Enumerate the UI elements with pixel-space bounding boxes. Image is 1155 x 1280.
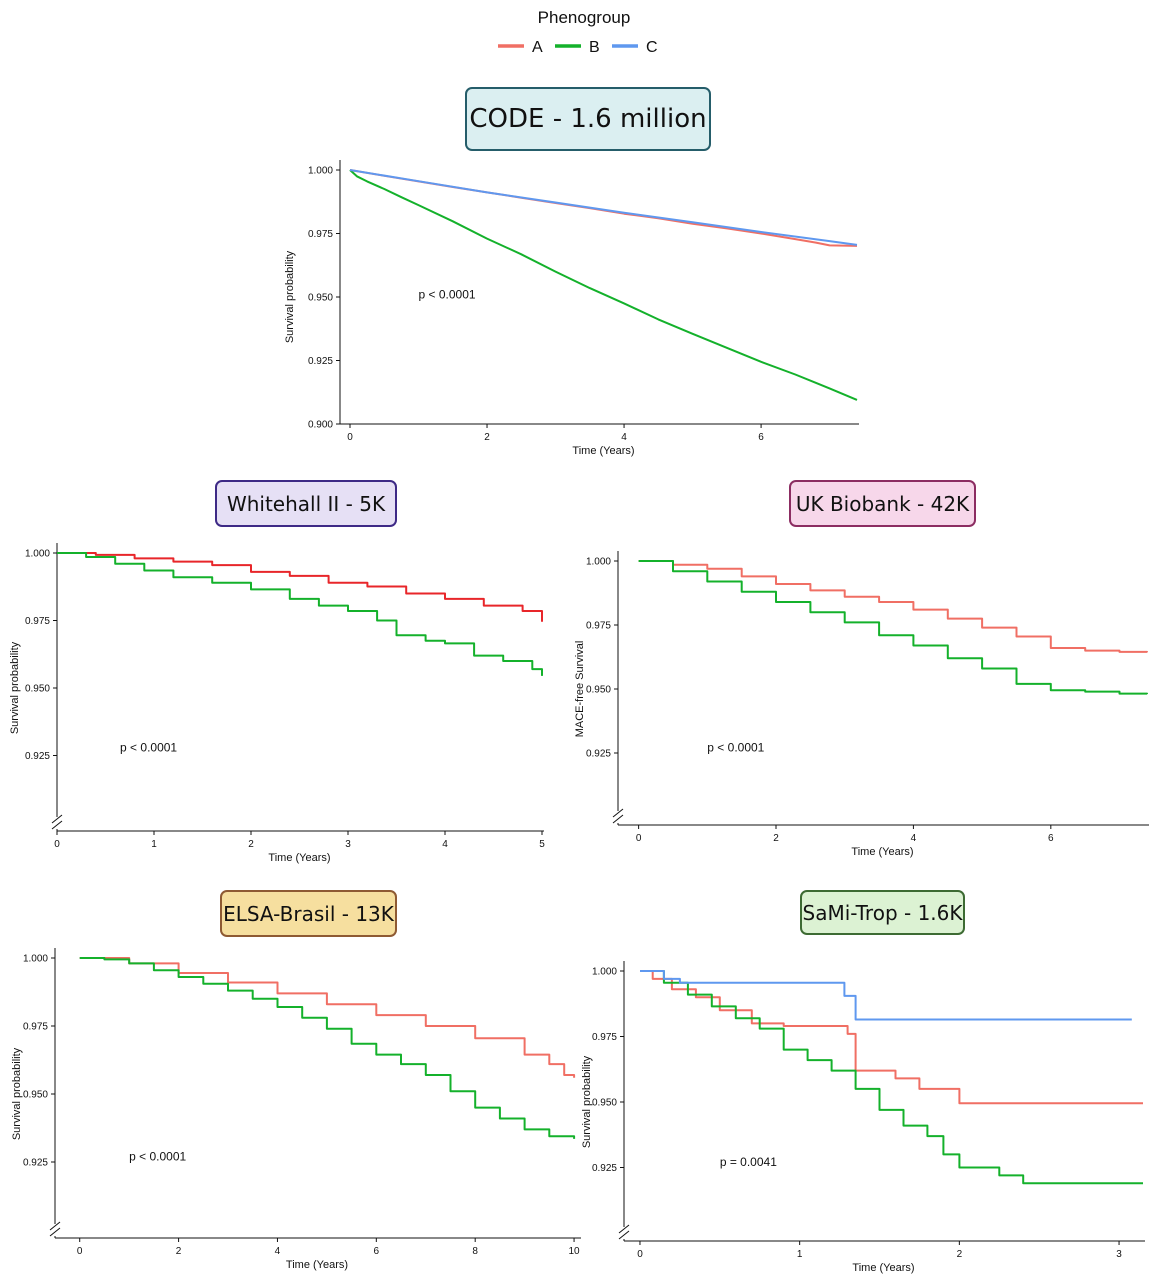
- ukbiobank-y-tick-label: 0.950: [586, 685, 611, 696]
- whitehall-y-tick-label: 0.950: [25, 684, 50, 695]
- samitrop-x-axis-label: Time (Years): [852, 1262, 914, 1274]
- samitrop-x-tick-label: 2: [957, 1249, 963, 1260]
- code-panel-title: CODE - 1.6 million: [465, 87, 711, 151]
- legend-label-a: A: [532, 39, 543, 56]
- legend-title: Phenogroup: [538, 8, 631, 27]
- samitrop-y-axis-label: Survival probability: [581, 1055, 593, 1148]
- code-y-tick-label: 0.925: [308, 356, 333, 367]
- elsa-axis-break-mark-2: [49, 1227, 61, 1237]
- whitehall-panel-title: Whitehall II - 5K: [215, 480, 397, 527]
- samitrop-x-tick-label: 1: [797, 1249, 803, 1260]
- elsa-x-tick-label: 4: [275, 1246, 281, 1257]
- whitehall-x-tick-label: 3: [345, 839, 351, 850]
- whitehall-series-line-b: [57, 552, 543, 676]
- elsa-y-axis-label: Survival probability: [11, 1047, 23, 1140]
- ukbiobank-axis-break-mark-2: [612, 814, 624, 824]
- ukbiobank-x-tick-label: 4: [911, 833, 917, 844]
- elsa-axis-break-mark-1: [49, 1221, 61, 1231]
- phenogroup-legend: Phenogroup A B C: [498, 8, 658, 56]
- elsa-x-tick-label: 2: [176, 1246, 182, 1257]
- ukbiobank-panel-title: UK Biobank - 42K: [789, 480, 976, 527]
- ukbiobank-x-tick-label: 0: [636, 833, 642, 844]
- legend-label-b: B: [589, 39, 600, 56]
- ukbiobank-series-line-a: [638, 560, 1148, 653]
- code-y-tick-label: 0.900: [308, 420, 333, 431]
- samitrop-panel-title: SaMi-Trop - 1.6K: [800, 890, 965, 935]
- samitrop-x-tick-label: 3: [1116, 1249, 1122, 1260]
- whitehall-series-line-a: [57, 552, 543, 622]
- samitrop-axis-break-mark-1: [618, 1224, 630, 1234]
- code-p-value: p < 0.0001: [419, 287, 476, 301]
- elsa-y-tick-label: 0.925: [23, 1158, 48, 1169]
- whitehall-x-tick-label: 5: [539, 839, 545, 850]
- elsa-y-tick-label: 1.000: [23, 954, 48, 965]
- samitrop-y-tick-label: 0.950: [592, 1098, 617, 1109]
- samitrop-axis-break-mark-2: [618, 1230, 630, 1240]
- samitrop-series-line-a: [640, 970, 1143, 1105]
- elsa-series-line-b: [79, 957, 576, 1139]
- ukbiobank-x-axis-label: Time (Years): [851, 846, 913, 858]
- whitehall-x-tick-label: 0: [54, 839, 60, 850]
- samitrop-y-tick-label: 0.975: [592, 1032, 617, 1043]
- ukbiobank-x-tick-label: 2: [773, 833, 779, 844]
- whitehall-x-tick-label: 4: [442, 839, 448, 850]
- samitrop-y-tick-label: 0.925: [592, 1163, 617, 1174]
- elsa-y-tick-label: 0.975: [23, 1022, 48, 1033]
- whitehall-y-tick-label: 1.000: [25, 549, 50, 560]
- samitrop-x-tick-label: 0: [637, 1249, 643, 1260]
- whitehall-y-tick-label: 0.925: [25, 751, 50, 762]
- ukbiobank-y-axis-label: MACE-free Survival: [574, 641, 586, 738]
- whitehall-x-axis-label: Time (Years): [268, 852, 330, 864]
- samitrop-p-value: p = 0.0041: [720, 1155, 777, 1169]
- whitehall-x-tick-label: 2: [248, 839, 254, 850]
- whitehall-p-value: p < 0.0001: [120, 740, 177, 754]
- elsa-x-tick-label: 10: [568, 1246, 580, 1257]
- elsa-y-tick-label: 0.950: [23, 1090, 48, 1101]
- samitrop-y-tick-label: 1.000: [592, 967, 617, 978]
- whitehall-y-axis-label: Survival probability: [9, 641, 21, 734]
- ukbiobank-y-tick-label: 0.925: [586, 749, 611, 760]
- ukbiobank-y-tick-label: 0.975: [586, 621, 611, 632]
- ukbiobank-x-tick-label: 6: [1048, 833, 1054, 844]
- code-y-tick-label: 0.975: [308, 229, 333, 240]
- code-x-tick-label: 6: [758, 432, 764, 443]
- samitrop-series-line-b: [640, 970, 1143, 1185]
- ukbiobank-series-line-b: [638, 560, 1148, 695]
- elsa-x-axis-label: Time (Years): [286, 1259, 348, 1271]
- code-x-tick-label: 0: [347, 432, 353, 443]
- whitehall-axis-break-mark-2: [51, 820, 63, 830]
- code-y-axis-label: Survival probability: [284, 250, 296, 343]
- code-series-line-b: [349, 169, 858, 401]
- elsa-x-tick-label: 8: [472, 1246, 478, 1257]
- code-y-tick-label: 1.000: [308, 166, 333, 177]
- elsa-p-value: p < 0.0001: [129, 1150, 186, 1164]
- whitehall-y-tick-label: 0.975: [25, 616, 50, 627]
- code-x-tick-label: 4: [621, 432, 627, 443]
- code-x-axis-label: Time (Years): [572, 445, 634, 457]
- ukbiobank-axis-break-mark-1: [612, 808, 624, 818]
- ukbiobank-p-value: p < 0.0001: [707, 741, 764, 755]
- ukbiobank-y-tick-label: 1.000: [586, 557, 611, 568]
- samitrop-series-line-c: [640, 970, 1132, 1021]
- elsa-x-tick-label: 6: [374, 1246, 380, 1257]
- code-y-tick-label: 0.950: [308, 293, 333, 304]
- whitehall-x-tick-label: 1: [151, 839, 157, 850]
- code-x-tick-label: 2: [484, 432, 490, 443]
- code-series-line-c: [349, 169, 858, 246]
- legend-label-c: C: [646, 39, 658, 56]
- legend-entries: A B C: [498, 39, 658, 56]
- whitehall-axis-break-mark-1: [51, 814, 63, 824]
- elsa-panel-title: ELSA-Brasil - 13K: [220, 890, 397, 937]
- elsa-x-tick-label: 0: [77, 1246, 83, 1257]
